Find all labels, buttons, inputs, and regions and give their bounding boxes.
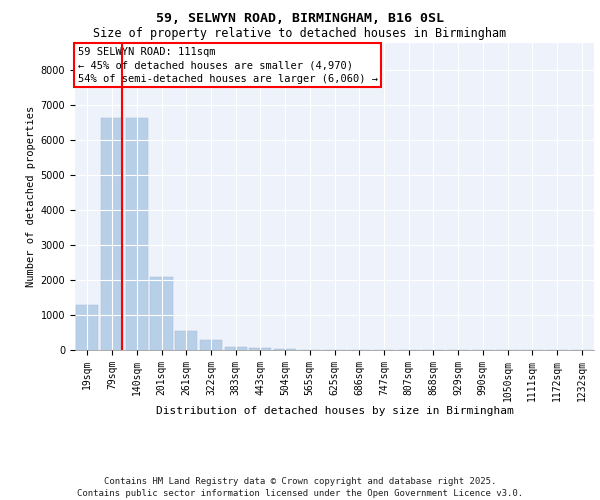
X-axis label: Distribution of detached houses by size in Birmingham: Distribution of detached houses by size … — [155, 406, 514, 416]
Bar — [249, 348, 271, 350]
Bar — [224, 346, 247, 350]
Text: Contains HM Land Registry data © Crown copyright and database right 2025.
Contai: Contains HM Land Registry data © Crown c… — [77, 476, 523, 498]
Bar — [200, 340, 222, 350]
Bar — [125, 118, 148, 350]
Bar — [101, 118, 123, 350]
Bar — [151, 276, 173, 350]
Bar — [76, 304, 98, 350]
Bar — [175, 331, 197, 350]
Text: 59 SELWYN ROAD: 111sqm
← 45% of detached houses are smaller (4,970)
54% of semi-: 59 SELWYN ROAD: 111sqm ← 45% of detached… — [77, 47, 377, 84]
Text: 59, SELWYN ROAD, BIRMINGHAM, B16 0SL: 59, SELWYN ROAD, BIRMINGHAM, B16 0SL — [156, 12, 444, 26]
Text: Size of property relative to detached houses in Birmingham: Size of property relative to detached ho… — [94, 28, 506, 40]
Y-axis label: Number of detached properties: Number of detached properties — [26, 106, 37, 287]
